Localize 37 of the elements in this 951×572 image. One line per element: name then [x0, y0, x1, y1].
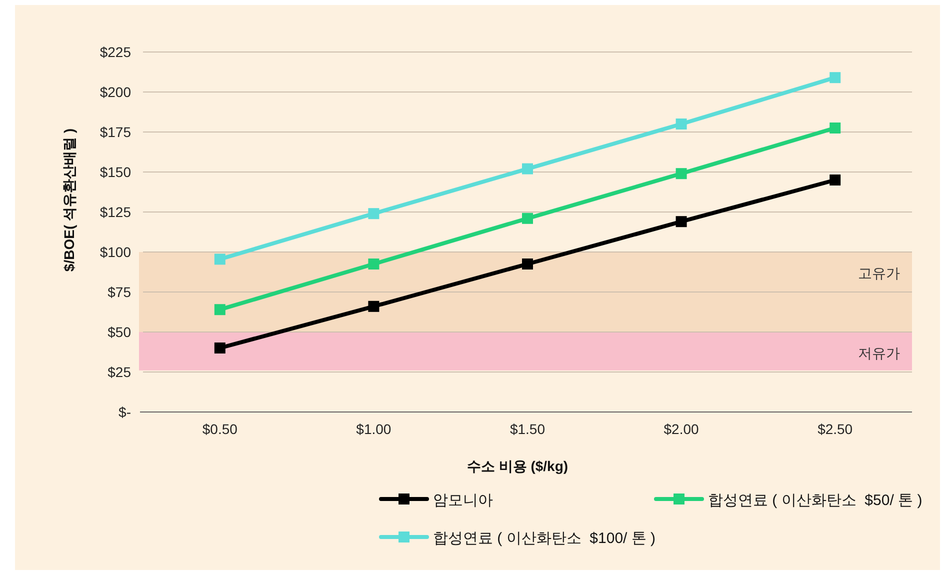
y-tick-label: $125: [100, 204, 132, 220]
point: [214, 342, 226, 354]
y-tick-label: $50: [108, 324, 132, 340]
x-axis-title: 수소 비용 ($/kg): [466, 458, 568, 474]
legend-label: 합성연료 ( 이산화탄소 $100/ 톤 ): [433, 530, 656, 547]
y-tick-label: $200: [100, 84, 132, 100]
point: [830, 122, 841, 134]
x-tick-label: $0.50: [202, 421, 238, 437]
point: [368, 300, 380, 312]
point: [368, 258, 380, 270]
point: [830, 174, 841, 186]
band-label: 고유가: [858, 265, 900, 281]
point: [830, 72, 841, 84]
y-tick-label: $150: [100, 164, 132, 180]
x-tick-label: $1.00: [356, 421, 392, 437]
point: [676, 168, 687, 180]
y-tick-label: $-: [118, 404, 132, 420]
point: [522, 163, 533, 174]
point: [522, 258, 533, 270]
y-tick-label: $100: [100, 244, 132, 260]
y-tick-label: $75: [108, 284, 132, 300]
x-tick-label: $1.50: [510, 421, 546, 437]
band-label: 저유가: [858, 345, 900, 361]
point: [214, 304, 226, 316]
x-tick-label: $2.00: [664, 421, 700, 437]
point: [676, 118, 687, 130]
y-axis-title: $/BOE( 석유환산배럴 ): [61, 128, 77, 272]
x-tick-label: $2.50: [818, 421, 853, 437]
y-tick-label: $225: [100, 44, 132, 60]
point: [214, 254, 226, 265]
legend-label: 암모니아: [433, 492, 493, 509]
point: [522, 212, 533, 224]
point: [368, 208, 380, 220]
legend-label: 합성연료 ( 이산화탄소 $50/ 톤 ): [708, 492, 922, 509]
y-tick-label: $175: [100, 124, 132, 140]
y-tick-label: $25: [108, 364, 132, 380]
point: [676, 216, 687, 228]
